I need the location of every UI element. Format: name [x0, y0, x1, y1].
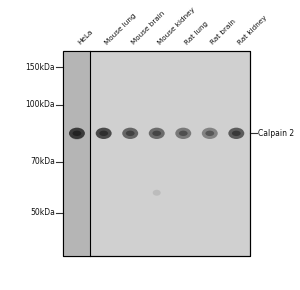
Ellipse shape: [228, 128, 244, 139]
Ellipse shape: [206, 130, 214, 136]
Ellipse shape: [96, 128, 112, 139]
Ellipse shape: [232, 130, 241, 136]
Ellipse shape: [175, 128, 191, 139]
Text: 70kDa: 70kDa: [30, 157, 55, 166]
Ellipse shape: [126, 130, 135, 136]
Ellipse shape: [71, 134, 82, 139]
Text: Calpain 2: Calpain 2: [258, 129, 294, 138]
Bar: [63, 51, 250, 256]
Ellipse shape: [152, 130, 161, 136]
Ellipse shape: [153, 190, 161, 196]
Ellipse shape: [179, 130, 188, 136]
Ellipse shape: [149, 128, 165, 139]
Text: 50kDa: 50kDa: [30, 209, 55, 218]
Ellipse shape: [202, 128, 218, 139]
Text: Mouse kidney: Mouse kidney: [157, 6, 196, 46]
Ellipse shape: [73, 130, 81, 136]
Ellipse shape: [122, 128, 138, 139]
Bar: [63, 51, 90, 256]
Text: Rat lung: Rat lung: [183, 20, 209, 46]
Ellipse shape: [69, 128, 85, 139]
Text: HeLa: HeLa: [77, 28, 94, 46]
Text: Rat brain: Rat brain: [210, 18, 237, 46]
Text: Mouse brain: Mouse brain: [130, 10, 166, 46]
Ellipse shape: [99, 130, 108, 136]
Text: 150kDa: 150kDa: [25, 63, 55, 72]
Bar: [63, 51, 250, 256]
Text: Mouse lung: Mouse lung: [104, 12, 137, 46]
Text: Rat kidney: Rat kidney: [236, 14, 268, 46]
Text: 100kDa: 100kDa: [25, 100, 55, 110]
